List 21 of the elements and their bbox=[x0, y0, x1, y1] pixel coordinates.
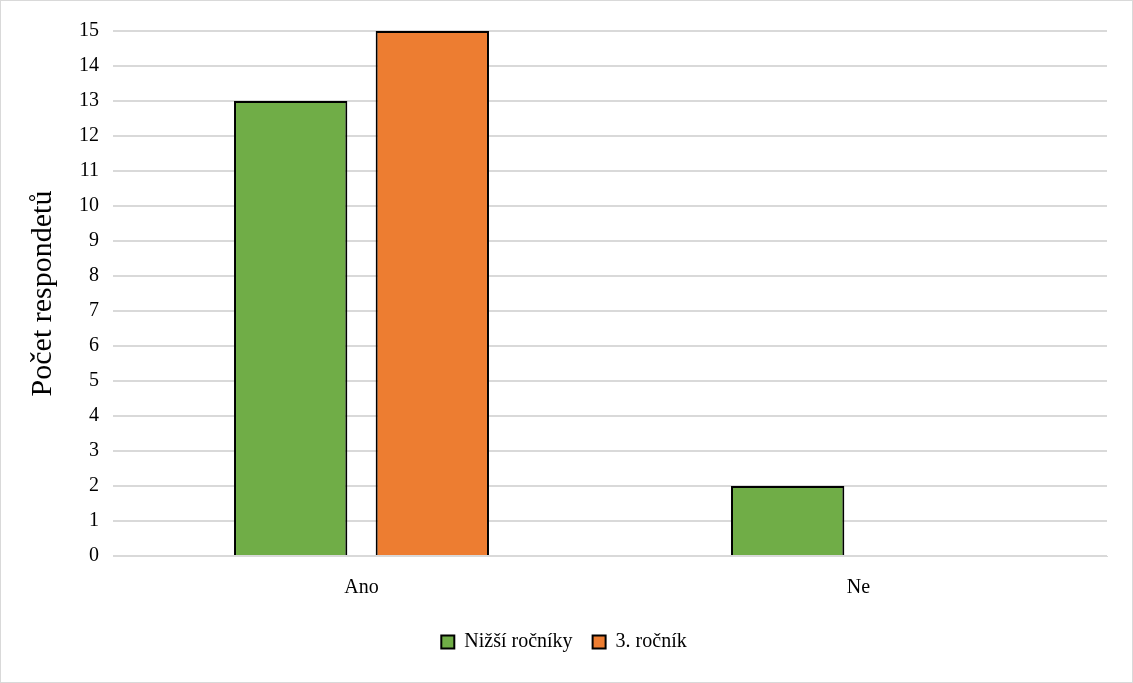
y-axis-title: Počet respondetů bbox=[23, 190, 57, 397]
legend-label: 3. ročník bbox=[615, 629, 687, 652]
y-tick-label: 15 bbox=[79, 18, 99, 41]
y-tick-label: 2 bbox=[89, 473, 99, 496]
y-tick-label: 12 bbox=[79, 123, 99, 146]
y-tick-label: 3 bbox=[89, 438, 99, 461]
x-tick-label: Ano bbox=[344, 575, 379, 598]
y-tick-label: 8 bbox=[89, 263, 99, 286]
y-tick-label: 4 bbox=[89, 403, 99, 426]
y-tick-label: 7 bbox=[89, 298, 99, 321]
y-tick-label: 14 bbox=[79, 53, 99, 76]
y-tick-label: 1 bbox=[89, 508, 99, 531]
legend-label: Nižší ročníky bbox=[464, 629, 573, 653]
x-tick-label: Ne bbox=[846, 575, 871, 598]
y-tick-label: 6 bbox=[89, 333, 99, 356]
y-tick-label: 0 bbox=[89, 543, 99, 566]
y-tick-label: 9 bbox=[89, 228, 99, 251]
y-tick-label: 5 bbox=[89, 368, 99, 391]
y-tick-label: 10 bbox=[79, 193, 99, 216]
y-tick-label: 11 bbox=[79, 158, 99, 181]
y-tick-label: 13 bbox=[79, 88, 99, 111]
